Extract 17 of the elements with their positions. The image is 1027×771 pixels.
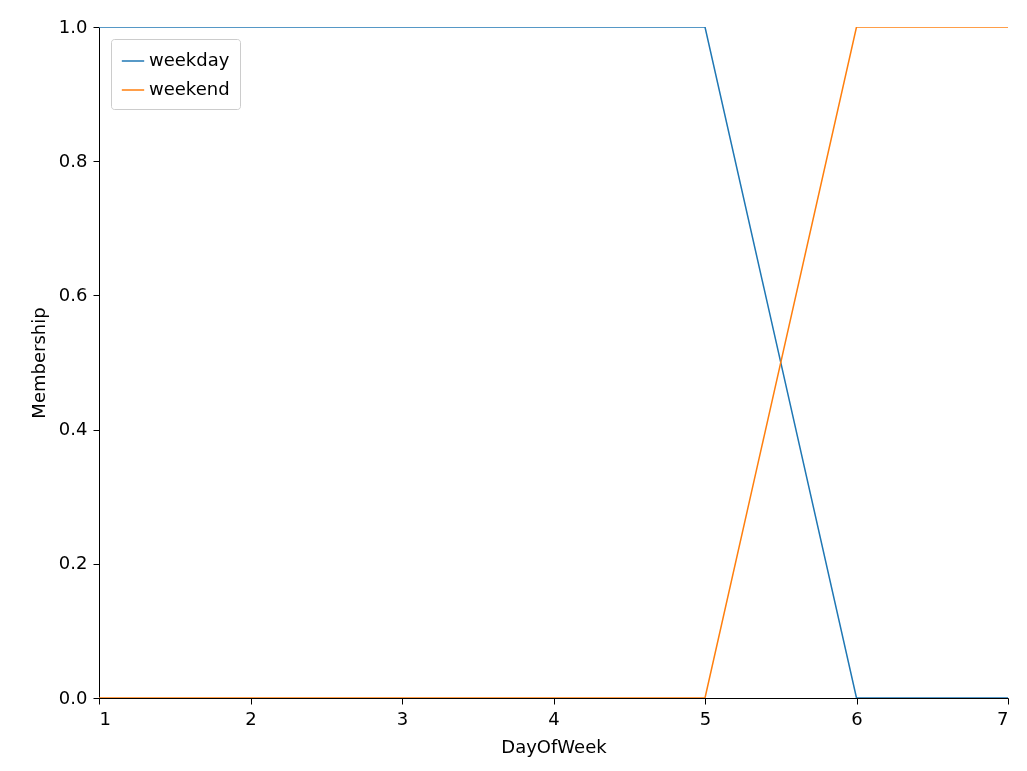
x-tick-label: 6 (851, 707, 863, 729)
x-tick-label: 2 (245, 707, 257, 729)
y-tick-label: 0.0 (58, 686, 88, 708)
y-tick-label: 0.8 (58, 149, 88, 171)
x-axis-title: DayOfWeek (501, 735, 608, 757)
y-tick-label: 0.6 (58, 283, 88, 305)
x-tick-label: 1 (99, 707, 111, 729)
legend-label: weekend (149, 78, 230, 99)
y-axis-title: Membership (27, 307, 49, 419)
x-tick-label: 4 (548, 707, 560, 729)
y-tick-label: 0.2 (58, 552, 88, 574)
x-tick-label: 7 (997, 707, 1009, 729)
legend-label: weekday (149, 49, 230, 70)
x-tick-label: 5 (699, 707, 712, 729)
x-tick-label: 3 (396, 707, 409, 729)
y-tick-label: 0.4 (58, 418, 88, 440)
y-tick-label: 1.0 (58, 15, 88, 37)
